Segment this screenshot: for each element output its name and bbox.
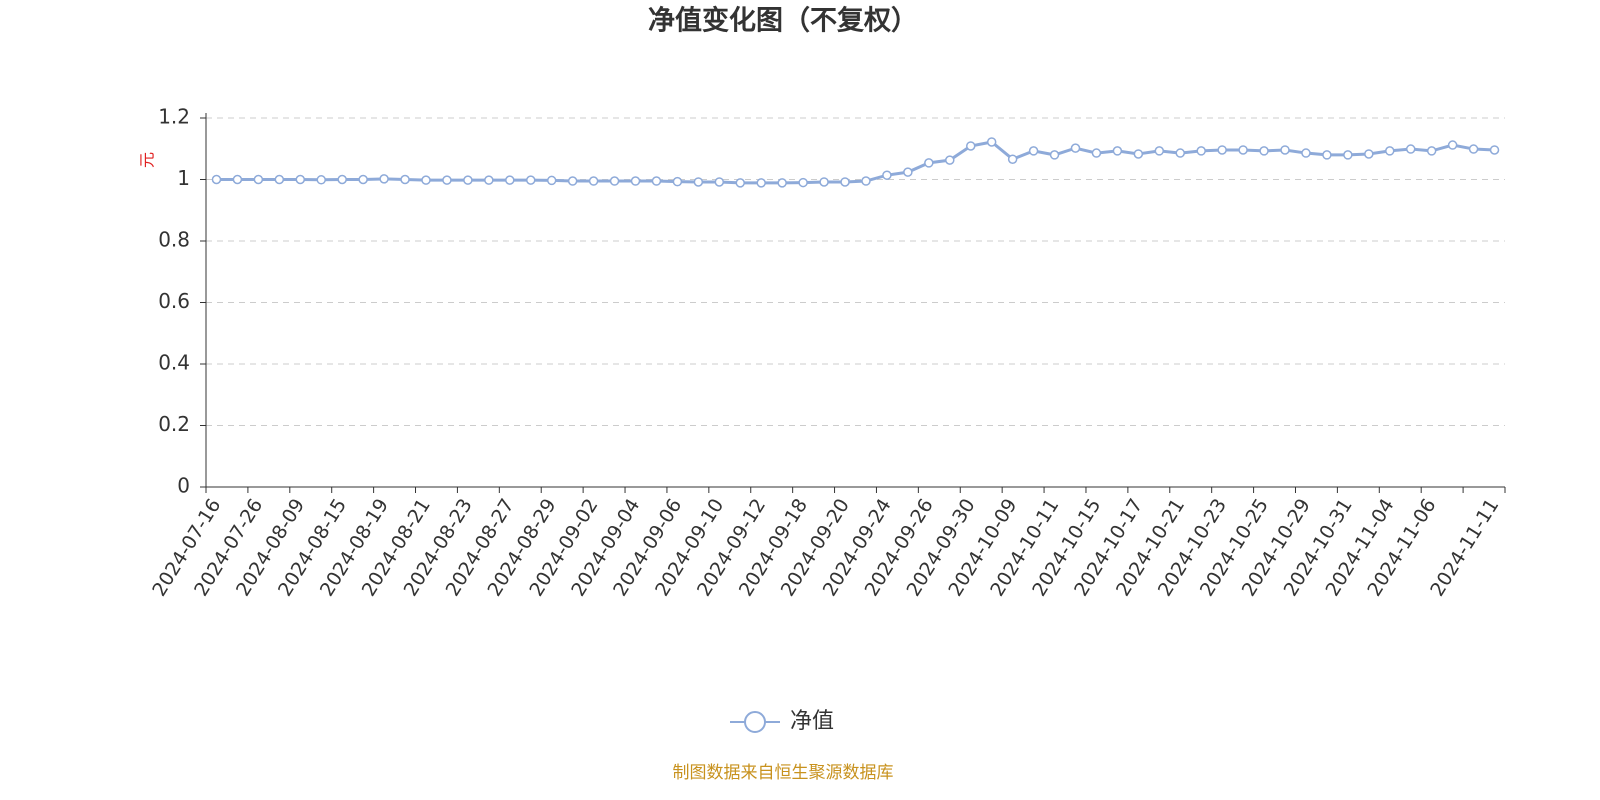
point: [1489, 145, 1500, 155]
point: [693, 177, 704, 187]
point: [1447, 140, 1458, 150]
point: [903, 167, 913, 177]
point: [1364, 149, 1374, 159]
legend-marker: [744, 711, 766, 733]
point: [505, 175, 515, 185]
point: [1426, 146, 1437, 156]
point: [337, 174, 347, 185]
point: [1322, 150, 1332, 160]
point: [840, 177, 850, 187]
y-tick-label: 0.4: [158, 351, 190, 375]
point: [526, 175, 536, 185]
point: [1217, 145, 1227, 155]
point: [379, 174, 389, 184]
point: [211, 174, 222, 185]
point: [1259, 146, 1269, 156]
y-tick-label: 1.2: [158, 105, 190, 129]
point: [1049, 150, 1060, 160]
point: [1028, 146, 1039, 156]
point: [1091, 148, 1102, 158]
point: [1007, 154, 1018, 164]
point: [253, 174, 264, 185]
source-note: 制图数据来自恒生聚源数据库: [673, 763, 894, 783]
point: [1280, 145, 1290, 155]
point: [651, 176, 662, 186]
point: [861, 176, 871, 186]
y-tick-label: 0.8: [158, 228, 190, 252]
point: [358, 174, 368, 185]
point: [1385, 146, 1395, 156]
point: [274, 174, 285, 185]
point: [756, 178, 766, 188]
point: [1070, 143, 1081, 153]
point: [1301, 148, 1311, 158]
point: [924, 158, 934, 168]
point: [672, 176, 683, 187]
y-axis-label: 元: [138, 152, 157, 168]
point: [567, 176, 578, 186]
y-tick-label: 0.2: [158, 412, 190, 436]
point: [1238, 145, 1248, 155]
point: [986, 137, 997, 147]
point: [630, 176, 641, 186]
point: [1405, 144, 1416, 154]
point: [882, 170, 892, 180]
point: [316, 175, 326, 185]
point: [1133, 149, 1144, 159]
point: [965, 141, 976, 151]
point: [609, 176, 620, 186]
point: [546, 175, 557, 186]
point: [295, 174, 306, 185]
point: [777, 178, 787, 188]
point: [819, 177, 829, 187]
point: [232, 174, 243, 185]
point: [400, 174, 410, 185]
y-tick-label: 0.6: [158, 289, 190, 313]
point: [1196, 146, 1206, 156]
point: [442, 175, 452, 185]
point: [798, 177, 808, 188]
point: [421, 175, 431, 185]
point: [1175, 148, 1185, 158]
point: [1154, 146, 1165, 156]
point: [1468, 144, 1479, 154]
point: [463, 175, 473, 185]
legend-label: 净值: [790, 709, 834, 734]
point: [1112, 146, 1123, 156]
y-tick-label: 0: [177, 474, 190, 498]
point: [484, 175, 494, 185]
chart-title: 净值变化图（不复权）: [648, 5, 918, 37]
point: [735, 178, 746, 188]
y-tick-label: 1: [177, 166, 190, 190]
point: [1343, 150, 1353, 160]
point: [945, 155, 955, 165]
point: [714, 177, 725, 187]
point: [588, 176, 599, 186]
